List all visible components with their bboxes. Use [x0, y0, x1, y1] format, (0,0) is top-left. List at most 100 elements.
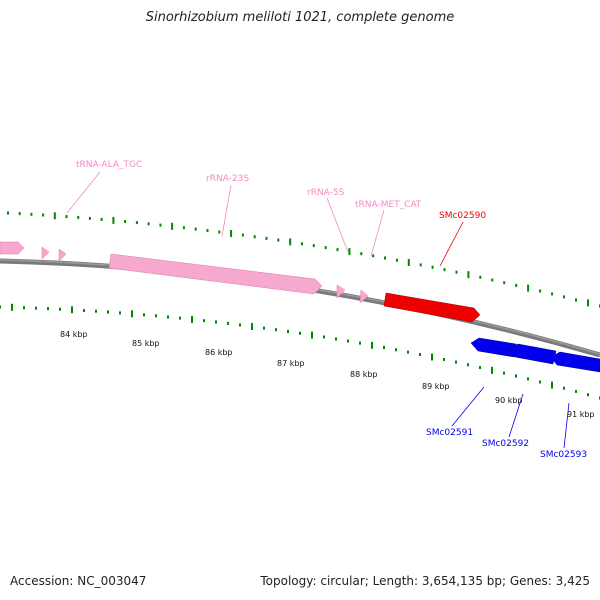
minor-tick — [143, 313, 145, 317]
major-tick — [431, 353, 433, 361]
label-smc02593: SMc02593 — [540, 450, 587, 460]
minor-tick — [194, 227, 197, 231]
major-tick — [53, 212, 56, 220]
minor-tick — [100, 217, 103, 221]
major-tick — [587, 299, 589, 307]
minor-tick — [107, 310, 109, 314]
feature-arrow-rrna-5s — [336, 284, 346, 299]
minor-tick — [88, 216, 91, 220]
minor-tick — [360, 252, 363, 256]
minor-tick — [275, 328, 277, 332]
major-tick — [71, 306, 73, 314]
scale-label-90: 90 kbp — [495, 396, 523, 405]
minor-tick — [359, 341, 361, 345]
minor-tick — [155, 314, 157, 318]
minor-tick — [59, 307, 61, 311]
minor-tick — [23, 306, 25, 310]
minor-tick — [147, 222, 150, 226]
outer-tick-row — [7, 211, 600, 308]
minor-tick — [383, 346, 385, 349]
minor-tick — [124, 220, 127, 223]
minus-genes — [470, 337, 600, 373]
feature-arrow-trna-met — [359, 289, 369, 304]
minor-tick — [443, 358, 445, 361]
minor-tick — [563, 386, 565, 390]
major-tick — [371, 341, 373, 349]
minor-tick — [539, 380, 541, 384]
minor-tick — [42, 213, 45, 217]
minor-tick — [227, 321, 229, 325]
minor-tick — [431, 265, 434, 269]
minor-tick — [218, 230, 221, 234]
minor-tick — [167, 315, 169, 319]
minor-tick — [312, 244, 315, 248]
minor-tick — [336, 248, 339, 252]
genome-summary-text: Topology: circular; Length: 3,654,135 bp… — [260, 574, 590, 588]
minor-tick — [215, 320, 217, 324]
minor-tick — [179, 316, 181, 320]
minor-tick — [503, 371, 505, 375]
minor-tick — [287, 330, 289, 333]
major-tick — [551, 381, 553, 389]
minor-tick — [18, 212, 21, 216]
minor-tick — [182, 226, 185, 230]
label-rrna-23s: rRNA-23S — [206, 174, 249, 184]
minor-tick — [419, 263, 422, 267]
label-trna-ala-tgc: tRNA-ALA_TGC — [76, 160, 142, 170]
scale-label-87: 87 kbp — [277, 359, 305, 368]
feature-arrow-rrna-23s — [108, 253, 323, 295]
minor-tick — [491, 278, 494, 282]
minor-tick — [575, 389, 577, 393]
minor-tick — [503, 281, 506, 285]
minor-tick — [455, 270, 458, 274]
major-tick — [230, 230, 233, 237]
minor-tick — [515, 374, 517, 378]
label-trna-met-cat: tRNA-MET_CAT — [355, 200, 422, 210]
scale-labels: 84 kbp 85 kbp 86 kbp 87 kbp 88 kbp 89 kb… — [60, 330, 595, 419]
scale-label-89: 89 kbp — [422, 382, 450, 391]
genome-backbone — [0, 258, 600, 358]
minor-tick — [65, 215, 68, 219]
minor-tick — [455, 360, 457, 364]
major-tick — [289, 238, 292, 246]
inner-tick-row — [0, 303, 600, 400]
minor-tick — [324, 246, 327, 250]
label-rrna-5s: rRNA-5S — [307, 188, 345, 198]
minor-tick — [335, 337, 337, 341]
scale-label-88: 88 kbp — [350, 370, 378, 379]
scale-label-91: 91 kbp — [567, 410, 595, 419]
minor-tick — [159, 223, 162, 227]
minor-tick — [563, 295, 565, 299]
minor-tick — [515, 283, 518, 287]
feature-arrow-smc02591 — [470, 337, 517, 358]
major-tick — [191, 315, 193, 323]
minor-tick — [83, 309, 85, 312]
feature-arrow-smc02592 — [508, 343, 557, 365]
major-tick — [112, 216, 115, 224]
minor-tick — [479, 275, 482, 279]
minor-tick — [407, 350, 409, 354]
minor-tick — [443, 268, 446, 272]
minor-tick — [467, 363, 469, 367]
major-tick — [251, 323, 253, 330]
feature-arrow-rna-left — [0, 241, 25, 255]
minor-tick — [551, 292, 554, 296]
minor-tick — [539, 289, 542, 293]
minor-tick — [277, 238, 280, 242]
label-leaders — [66, 171, 570, 449]
minor-tick — [239, 323, 241, 327]
major-tick — [527, 284, 530, 292]
minor-tick — [47, 307, 49, 311]
minor-tick — [419, 353, 421, 356]
minor-tick — [395, 258, 398, 262]
label-smc02591: SMc02591 — [426, 428, 473, 438]
major-tick — [311, 331, 313, 339]
feature-arrow-smc02593 — [550, 351, 600, 373]
minor-tick — [35, 306, 37, 310]
minor-tick — [253, 235, 256, 239]
minor-tick — [135, 221, 138, 225]
minor-tick — [7, 211, 9, 215]
minor-tick — [206, 229, 209, 232]
minor-tick — [265, 236, 268, 240]
